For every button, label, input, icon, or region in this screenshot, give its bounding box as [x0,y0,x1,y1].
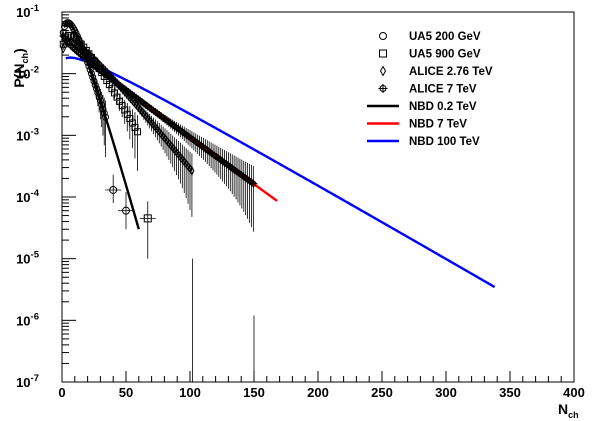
markers-layer [59,19,258,382]
marker-circle [122,206,130,215]
marker-circle [102,113,110,121]
series-alice-7-tev [59,31,258,232]
x-tick-label: 100 [179,385,201,400]
marker-cross [249,179,258,188]
y-tick-label: 10-5 [16,250,40,267]
y-tick-label: 10-1 [16,3,40,20]
legend-item: ALICE 7 TeV [378,84,477,96]
marker-circle [99,105,107,113]
y-tick-label: 10-4 [16,188,40,205]
x-tick-label: 250 [371,385,393,400]
marker-cross [378,84,388,93]
legend-label: ALICE 2.76 TeV [409,66,493,78]
marker-circle [86,66,94,74]
x-tick-label: 200 [307,385,329,400]
marker-square [379,49,387,58]
x-tick-label: 150 [243,385,265,400]
x-tick-label: 50 [119,385,133,400]
y-tick-label: 10-3 [16,126,39,143]
y-axis-title-sub: ch [20,53,30,64]
marker-diamond [379,65,387,77]
legend: UA5 200 GeV UA5 900 GeV ALICE 2.76 TeV ALIC… [367,31,493,148]
x-tick-label: 400 [563,385,585,400]
y-axis-title-close: ) [11,48,27,53]
marker-circle [100,109,108,117]
legend-item: UA5 900 GeV [379,49,481,61]
marker-square [134,128,142,136]
legend-item: NBD 0.2 TeV [367,101,477,113]
legend-label: NBD 0.2 TeV [409,101,477,113]
marker-circle [91,81,99,89]
marker-circle [87,69,95,77]
marker-circle [95,93,103,101]
legend-item: NBD 100 TeV [367,136,480,148]
legend-label: NBD 7 TeV [409,119,467,131]
curve-nbd-100-tev [65,56,496,289]
legend-label: UA5 200 GeV [409,31,481,43]
marker-circle [94,89,102,97]
axes-layer: 0 50 100 150 200 250 300 350 400 10-7 10-6 10-5 10-4… [16,3,585,400]
x-tick-label: 300 [435,385,457,400]
x-tick-label: 0 [58,385,65,400]
marker-circle [109,185,118,194]
legend-label: NBD 100 TeV [409,136,480,148]
marker-circle [93,85,101,93]
y-tick-label: 10-7 [16,373,39,390]
legend-item: NBD 7 TeV [367,119,467,131]
marker-circle [89,73,97,81]
x-axis-title-sub: ch [568,410,579,420]
marker-diamond [189,165,195,176]
legend-label: UA5 900 GeV [409,49,481,61]
legend-label: ALICE 7 TeV [409,84,477,96]
marker-cross [59,31,68,40]
x-axis-title: Nch [558,401,579,420]
y-tick-label: 10-2 [16,65,39,82]
marker-square [143,214,152,223]
marker-circle [96,97,104,105]
legend-item: ALICE 2.76 TeV [379,65,493,78]
marker-circle [379,32,387,40]
legend-item: UA5 200 GeV [379,31,481,43]
y-tick-label: 10-6 [16,311,39,328]
marker-circle [90,77,98,85]
marker-circle [98,101,106,109]
y-axis-title-main: P(N [11,64,27,88]
x-tick-label: 350 [499,385,521,400]
x-axis-title-main: N [558,401,568,417]
y-axis-title: P(Nch) [11,48,30,87]
